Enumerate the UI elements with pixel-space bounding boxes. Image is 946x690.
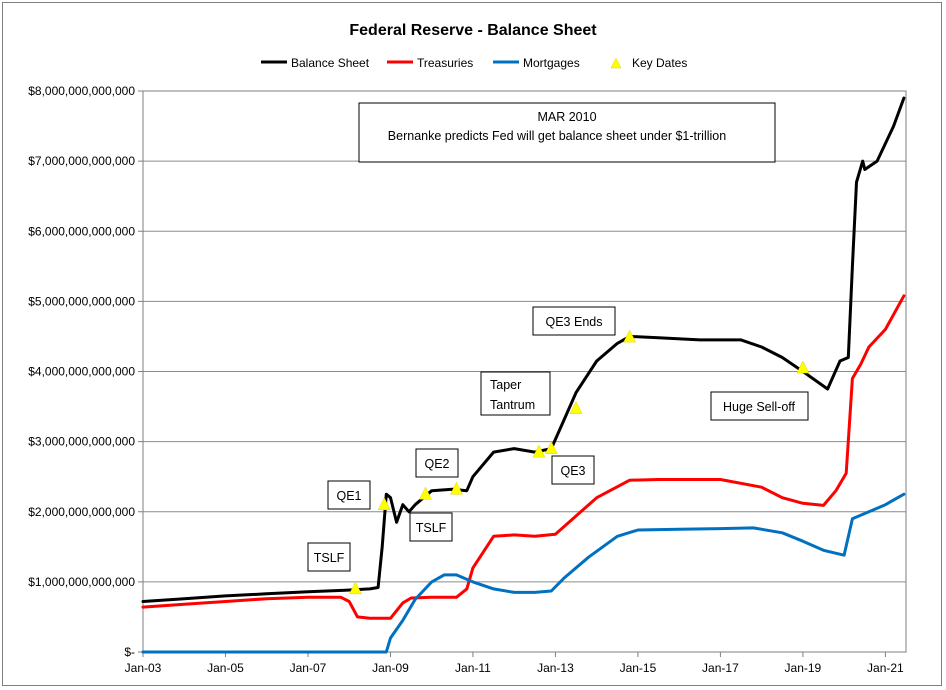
- series-line-treasuries: [141, 294, 906, 620]
- key-date-marker: [623, 329, 637, 343]
- annotation-tslf1: TSLF: [314, 551, 345, 565]
- x-tick-label: Jan-11: [455, 661, 491, 675]
- annotation-selloff: Huge Sell-off: [723, 400, 796, 414]
- x-tick-label: Jan-19: [785, 661, 822, 675]
- legend-label-treasuries: Treasuries: [417, 56, 473, 70]
- annotation-qe3-ends: QE3 Ends: [546, 315, 603, 329]
- y-tick-label: $2,000,000,000,000: [28, 505, 135, 519]
- y-tick-label: $8,000,000,000,000: [28, 84, 135, 98]
- x-tick-label: Jan-13: [537, 661, 574, 675]
- annotation-box-qe1: [327, 480, 371, 510]
- key-date-marker: [377, 497, 391, 510]
- x-tick-label: Jan-05: [207, 661, 244, 675]
- annotation-box-qe3: [551, 455, 595, 485]
- key-date-marker: [450, 481, 463, 495]
- legend-label-mortgages: Mortgages: [523, 56, 580, 70]
- annotation-qe3: QE3: [560, 464, 585, 478]
- annotation-mar2010-line1: MAR 2010: [537, 110, 596, 124]
- x-tick-label: Jan-03: [125, 661, 162, 675]
- annotations: MAR 2010 Bernanke predicts Fed will get …: [307, 102, 809, 572]
- key-date-marker: [419, 486, 432, 500]
- annotation-qe1: QE1: [336, 489, 361, 503]
- annotation-box-qe3-ends: [532, 306, 616, 336]
- y-tick-label: $7,000,000,000,000: [28, 154, 135, 168]
- series-lines: [141, 96, 906, 654]
- annotation-box-mar2010: [358, 102, 776, 163]
- annotation-box-tslf2: [409, 512, 453, 542]
- x-tick-label: Jan-09: [372, 661, 409, 675]
- key-date-marker: [796, 360, 810, 374]
- annotation-box-tslf1: [307, 542, 351, 572]
- key-date-marker: [569, 401, 583, 414]
- legend-swatch-key-dates: [610, 57, 622, 69]
- x-tick-label: Jan-17: [702, 661, 739, 675]
- y-tick-label: $1,000,000,000,000: [28, 575, 135, 589]
- x-axis-ticks: Jan-03 Jan-05 Jan-07 Jan-09 Jan-11 Jan-13 Jan-…: [125, 652, 904, 675]
- x-tick-label: Jan-21: [867, 661, 904, 675]
- chart-title: Federal Reserve - Balance Sheet: [349, 22, 597, 39]
- annotation-mar2010-line2: Bernanke predicts Fed will get balance s…: [388, 129, 726, 143]
- key-date-marker: [544, 441, 558, 454]
- y-tick-label: $-: [124, 645, 135, 659]
- legend: Balance Sheet Treasuries Mortgages Key D…: [261, 56, 687, 70]
- series-line-balance-sheet: [141, 96, 906, 603]
- x-tick-label: Jan-15: [620, 661, 657, 675]
- annotation-box-qe2: [415, 448, 459, 478]
- legend-label-balance-sheet: Balance Sheet: [291, 56, 370, 70]
- legend-label-key-dates: Key Dates: [632, 56, 687, 70]
- annotation-taper-line2: Tantrum: [490, 398, 535, 412]
- y-tick-label: $6,000,000,000,000: [28, 224, 135, 238]
- key-date-marker: [532, 444, 546, 458]
- y-tick-label: $5,000,000,000,000: [28, 294, 135, 308]
- y-axis-ticks: $- $1,000,000,000,000 $2,000,000,000,000 $3…: [28, 84, 143, 659]
- annotation-box-selloff: [710, 391, 809, 421]
- key-date-marker: [348, 581, 362, 595]
- y-tick-label: $4,000,000,000,000: [28, 365, 135, 379]
- annotation-taper-line1: Taper: [490, 378, 521, 392]
- annotation-box-taper: [480, 371, 551, 416]
- x-tick-label: Jan-07: [290, 661, 327, 675]
- annotation-qe2: QE2: [424, 457, 449, 471]
- y-tick-label: $3,000,000,000,000: [28, 435, 135, 449]
- annotation-tslf2: TSLF: [416, 521, 447, 535]
- series-line-mortgages: [141, 492, 906, 654]
- key-date-markers: [348, 329, 810, 595]
